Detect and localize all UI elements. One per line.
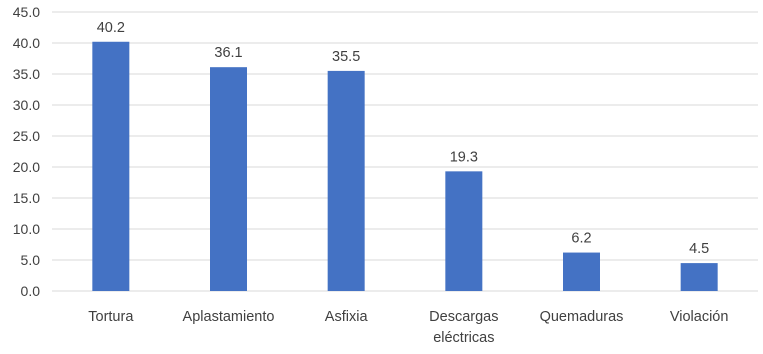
data-label: 19.3 bbox=[450, 149, 478, 165]
gridlines bbox=[52, 11, 758, 292]
x-category-label-line: Quemaduras bbox=[540, 309, 624, 325]
x-category-label-line: Descargas bbox=[429, 309, 498, 325]
x-category-label: Quemaduras bbox=[540, 309, 624, 325]
x-category-label: Aplastamiento bbox=[183, 309, 275, 325]
y-tick-label: 5.0 bbox=[21, 252, 41, 268]
y-axis-tick-labels: 0.0 5.0 10.0 15.0 20.0 25.0 30.0 35.0 40.0 45.0 bbox=[13, 4, 40, 299]
data-labels: 40.2 36.1 35.5 19.3 6.2 4.5 bbox=[97, 20, 710, 257]
y-tick-label: 45.0 bbox=[13, 4, 40, 20]
bar bbox=[327, 70, 365, 292]
x-category-label-line: Asfixia bbox=[325, 309, 369, 325]
x-category-label-line: eléctricas bbox=[433, 330, 494, 346]
data-label: 40.2 bbox=[97, 20, 125, 36]
x-category-label: Violación bbox=[670, 309, 729, 325]
data-label: 36.1 bbox=[214, 45, 242, 61]
x-category-label-line: Aplastamiento bbox=[183, 309, 275, 325]
x-category-label-line: Violación bbox=[670, 309, 729, 325]
x-category-label-line: Tortura bbox=[88, 309, 134, 325]
bar bbox=[92, 41, 130, 292]
x-category-label: Asfixia bbox=[325, 309, 369, 325]
y-tick-label: 0.0 bbox=[21, 283, 41, 299]
y-tick-label: 15.0 bbox=[13, 190, 40, 206]
data-label: 6.2 bbox=[571, 231, 591, 247]
data-label: 4.5 bbox=[689, 241, 709, 257]
bar bbox=[680, 263, 718, 291]
x-category-label: Descargas eléctricas bbox=[429, 309, 498, 346]
x-category-label: Tortura bbox=[88, 309, 134, 325]
y-tick-label: 35.0 bbox=[13, 66, 40, 82]
bar bbox=[445, 171, 483, 291]
y-tick-label: 20.0 bbox=[13, 159, 40, 175]
bar bbox=[210, 67, 247, 292]
bars bbox=[92, 41, 718, 292]
y-tick-label: 25.0 bbox=[13, 128, 40, 144]
data-label: 35.5 bbox=[332, 49, 360, 65]
y-tick-label: 30.0 bbox=[13, 97, 40, 113]
x-axis-category-labels: Tortura Aplastamiento Asfixia Descargas eléc… bbox=[88, 309, 728, 346]
y-tick-label: 10.0 bbox=[13, 221, 40, 237]
y-tick-label: 40.0 bbox=[13, 35, 40, 51]
bar bbox=[563, 252, 600, 291]
